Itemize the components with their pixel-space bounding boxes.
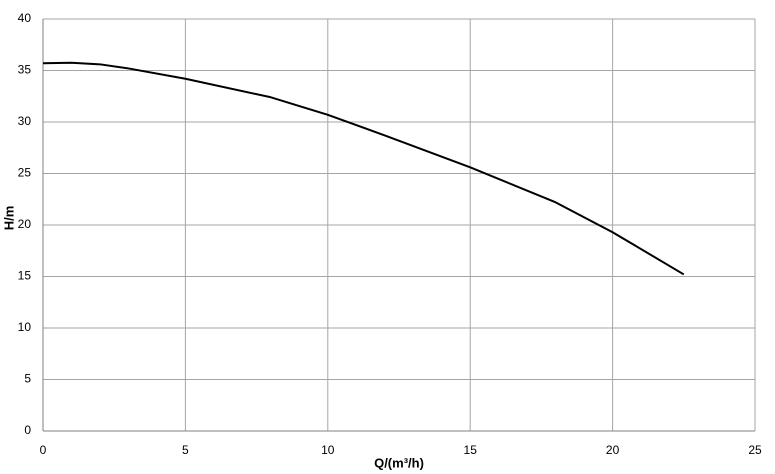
- y-tick-label: 35: [18, 63, 32, 77]
- y-tick-label: 30: [18, 114, 32, 128]
- y-tick-label: 15: [18, 269, 32, 283]
- x-tick-label: 20: [606, 443, 620, 457]
- x-axis-title: Q/(m³/h): [374, 455, 424, 470]
- curve: [42, 61, 685, 276]
- y-tick-label: 20: [18, 217, 32, 231]
- y-tick-label: 25: [18, 166, 32, 180]
- y-axis-title: H/m: [1, 206, 16, 231]
- y-tick-label: 40: [18, 11, 32, 25]
- x-tick-label: 5: [182, 443, 189, 457]
- x-tick-label: 10: [321, 443, 335, 457]
- x-tick-label: 0: [40, 443, 47, 457]
- x-tick-label: 15: [464, 443, 478, 457]
- y-tick-label: 10: [18, 320, 32, 334]
- x-tick-label: 25: [748, 443, 762, 457]
- y-tick-label: 5: [24, 372, 31, 386]
- y-tick-label: 0: [24, 423, 31, 437]
